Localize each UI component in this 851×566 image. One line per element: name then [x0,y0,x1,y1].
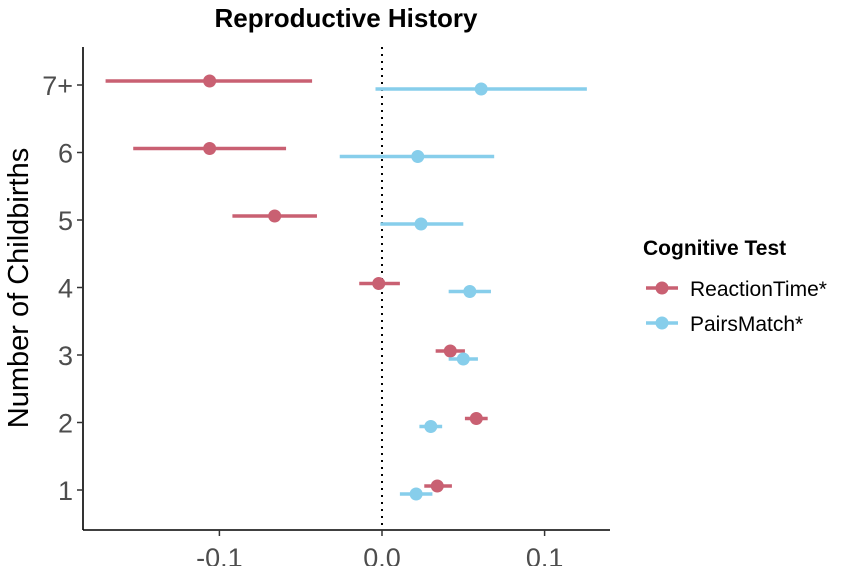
y-tick-label: 6 [58,139,73,169]
x-tick-label: 0.0 [363,543,401,566]
estimate-point [203,74,217,88]
y-tick-label: 2 [58,409,73,439]
x-tick-label: 0.1 [526,543,564,566]
y-tick-label: 7+ [42,71,73,101]
chart-title: Reproductive History [215,3,478,33]
y-tick-label: 3 [58,341,73,371]
legend-key-point [655,316,669,330]
series-layer [105,74,587,501]
y-tick-label: 4 [58,274,73,304]
estimate-point [203,142,217,155]
legend-key-point [655,281,669,295]
legend-label: PairsMatch* [690,313,803,336]
estimate-point [456,352,470,366]
legend-title: Cognitive Test [643,237,786,260]
estimate-point [469,412,483,425]
legend-item: PairsMatch* [646,313,803,336]
estimate-point [411,150,425,163]
legend: Cognitive Test ReactionTime* PairsMatch* [643,237,827,336]
estimate-point [414,217,428,231]
y-ticks: 1 2 3 4 5 6 7+ [42,71,83,506]
legend-item: ReactionTime* [646,278,827,301]
series-pairsmatch [339,82,587,501]
legend-label: ReactionTime* [690,278,827,301]
estimate-point [443,344,457,358]
y-tick-label: 1 [58,476,73,506]
estimate-point [430,479,444,493]
x-ticks: -0.1 0.0 0.1 [196,530,563,566]
estimate-point [463,285,477,298]
y-tick-label: 5 [58,206,73,236]
series-reactiontime [105,74,488,493]
y-axis-title: Number of Childbirths [3,148,35,428]
x-tick-label: -0.1 [196,543,243,566]
estimate-point [409,487,423,501]
estimate-point [424,420,438,433]
estimate-point [372,277,386,290]
estimate-point [474,82,488,96]
estimate-point [268,209,282,223]
